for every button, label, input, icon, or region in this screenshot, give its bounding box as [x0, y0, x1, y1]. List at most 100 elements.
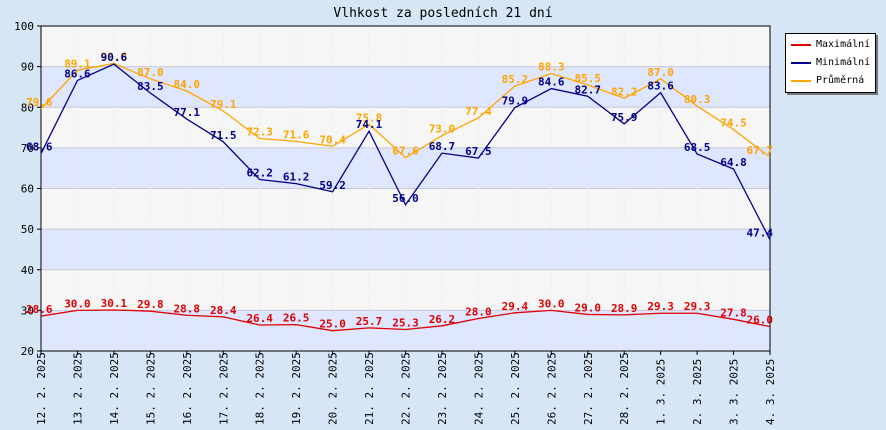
data-label-min-5: 71.5: [210, 129, 237, 142]
data-label-max-3: 29.8: [137, 298, 164, 311]
data-label-max-13: 29.4: [502, 300, 529, 313]
data-label-min-18: 68.5: [684, 141, 711, 154]
x-tick-label-3: 15. 2. 2025: [144, 352, 157, 425]
data-label-max-9: 25.7: [356, 315, 383, 328]
data-label-max-16: 28.9: [611, 302, 638, 315]
data-label-max-4: 28.8: [174, 302, 201, 315]
data-label-avg-7: 71.6: [283, 128, 310, 141]
data-label-min-14: 84.6: [538, 76, 565, 89]
data-labels: 79.6 89.1 90.8 87.0 84.0 79.1 72.3 71.6 70.4 75.8…: [26, 50, 773, 330]
data-label-min-0: 68.6: [26, 141, 53, 154]
data-label-max-2: 30.1: [101, 297, 128, 310]
legend-swatch-avg: [791, 80, 811, 82]
data-label-max-20: 26.0: [747, 314, 774, 327]
data-label-max-8: 25.0: [319, 318, 346, 331]
y-tick-label-30: 30: [21, 304, 34, 317]
series-line-min: [40, 63, 771, 240]
y-tick-label-20: 20: [21, 345, 34, 358]
legend-item-max: Maximální: [786, 38, 875, 54]
legend-label-max: Maximální: [816, 39, 871, 50]
axes: [37, 25, 771, 355]
y-tick-label-100: 100: [14, 20, 34, 33]
data-label-avg-13: 85.2: [502, 73, 529, 86]
x-tick-label-15: 27. 2. 2025: [582, 352, 595, 425]
data-label-avg-11: 73.0: [429, 123, 456, 136]
data-label-min-17: 83.6: [647, 80, 674, 93]
data-label-avg-12: 77.4: [465, 105, 492, 118]
y-tick-label-50: 50: [21, 223, 34, 236]
data-label-avg-9: 75.8: [356, 111, 383, 124]
x-tick-label-20: 4. 3. 2025: [764, 359, 777, 425]
legend-item-avg: Průměrná: [786, 74, 875, 90]
data-label-max-0: 28.6: [26, 303, 53, 316]
data-label-min-11: 68.7: [429, 140, 456, 153]
data-label-max-15: 29.0: [575, 301, 602, 314]
series-lines: [40, 62, 771, 332]
data-label-avg-4: 84.0: [174, 78, 201, 91]
data-label-max-1: 30.0: [64, 297, 91, 310]
data-label-min-13: 79.9: [502, 95, 529, 108]
band-50: [41, 188, 770, 230]
x-tick-label-5: 17. 2. 2025: [217, 352, 230, 425]
x-tick-label-19: 3. 3. 2025: [728, 359, 741, 425]
data-label-min-9: 74.1: [356, 118, 383, 131]
data-label-min-8: 59.2: [319, 179, 346, 192]
data-label-min-19: 64.8: [720, 156, 747, 169]
data-label-min-7: 61.2: [283, 171, 310, 184]
data-label-max-19: 27.8: [720, 306, 747, 319]
data-label-min-15: 82.7: [575, 83, 602, 96]
data-label-min-16: 75.9: [611, 111, 638, 124]
band-40: [41, 229, 770, 270]
series-line-max: [40, 309, 771, 332]
data-label-max-12: 28.0: [465, 306, 492, 319]
y-tick-label-80: 80: [21, 101, 34, 114]
x-tick-label-11: 23. 2. 2025: [436, 352, 449, 425]
data-label-avg-20: 67.7: [747, 144, 774, 157]
y-tick-label-70: 70: [21, 142, 34, 155]
data-label-max-17: 29.3: [647, 300, 674, 313]
y-tick-labels: 20 30 40 50 60 70 80 90 100: [14, 20, 34, 358]
legend-label-min: Minimální: [816, 57, 871, 68]
data-label-min-6: 62.2: [246, 167, 273, 180]
x-tick-label-0: 12. 2. 2025: [35, 352, 48, 425]
data-label-min-20: 47.4: [747, 227, 774, 240]
data-label-avg-19: 74.5: [720, 117, 747, 130]
legend-swatch-min: [791, 62, 811, 64]
x-tick-label-12: 24. 2. 2025: [472, 352, 485, 425]
x-tick-label-8: 20. 2. 2025: [327, 352, 340, 425]
x-tick-labels: 12. 2. 2025 13. 2. 2025 14. 2. 2025 15. 2. …: [35, 352, 777, 425]
data-label-avg-2: 90.8: [101, 50, 128, 63]
data-label-min-12: 67.5: [465, 145, 492, 158]
data-label-avg-17: 87.0: [647, 66, 674, 79]
data-label-max-7: 26.5: [283, 312, 310, 325]
data-label-avg-1: 89.1: [64, 57, 91, 70]
data-label-min-10: 56.0: [392, 192, 419, 205]
data-label-max-11: 26.2: [429, 313, 456, 326]
y-tick-label-90: 90: [21, 61, 34, 74]
x-tick-label-2: 14. 2. 2025: [108, 352, 121, 425]
x-tick-label-10: 22. 2. 2025: [400, 352, 413, 425]
data-label-max-18: 29.3: [684, 300, 711, 313]
x-tick-label-1: 13. 2. 2025: [71, 352, 84, 425]
x-tick-label-4: 16. 2. 2025: [181, 352, 194, 425]
legend-swatch-max: [791, 44, 811, 46]
data-label-avg-8: 70.4: [319, 133, 346, 146]
x-tick-label-9: 21. 2. 2025: [363, 352, 376, 425]
chart-title: Vlhkost za posledních 21 dní: [333, 6, 553, 21]
data-label-min-1: 86.6: [64, 67, 91, 80]
legend: Maximální Minimální Průměrná: [785, 33, 876, 93]
x-tick-label-6: 18. 2. 2025: [254, 352, 267, 425]
data-label-max-5: 28.4: [210, 304, 237, 317]
data-label-min-2: 90.6: [101, 51, 128, 64]
x-tick-label-7: 19. 2. 2025: [290, 352, 303, 425]
data-label-avg-18: 80.3: [684, 93, 711, 106]
data-label-avg-14: 88.3: [538, 61, 565, 74]
x-tick-label-16: 28. 2. 2025: [618, 352, 631, 425]
data-label-avg-10: 67.6: [392, 145, 419, 158]
data-label-max-14: 30.0: [538, 297, 565, 310]
data-label-avg-15: 85.5: [575, 72, 602, 85]
x-tick-label-17: 1. 3. 2025: [655, 359, 668, 425]
x-tick-label-18: 2. 3. 2025: [691, 359, 704, 425]
